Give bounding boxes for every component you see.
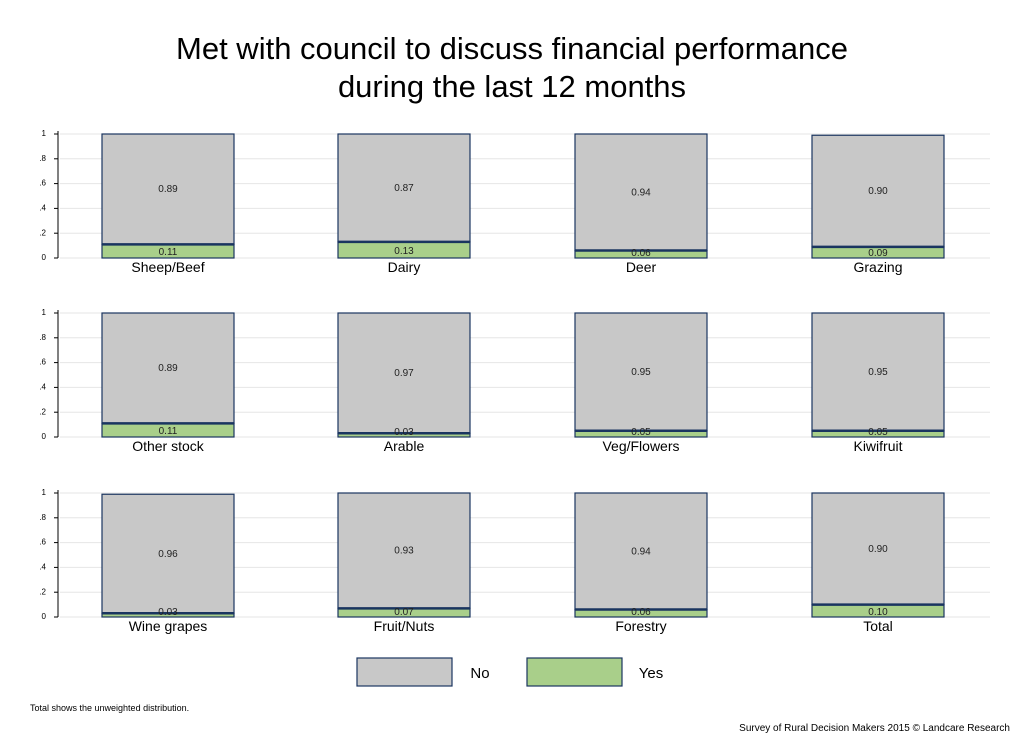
y-tick-label: .8 — [39, 333, 46, 342]
bar-no — [101, 312, 235, 424]
data-label-no: 0.95 — [631, 367, 651, 378]
data-label-no: 0.94 — [631, 546, 651, 557]
y-tick-label: .2 — [39, 587, 46, 596]
bar-no — [101, 493, 235, 614]
bar-no — [101, 133, 235, 245]
footnote: Total shows the unweighted distribution. — [30, 703, 190, 713]
data-label-yes: 0.06 — [631, 607, 651, 618]
y-tick-label: .4 — [39, 204, 46, 213]
y-tick-label: 0 — [42, 612, 47, 621]
panel-label: Veg/Flowers — [602, 438, 679, 454]
bar-no — [574, 312, 708, 432]
data-label-no: 0.95 — [868, 367, 888, 378]
data-label-yes: 0.06 — [631, 248, 651, 259]
source-credit: Survey of Rural Decision Makers 2015 © L… — [739, 723, 1010, 734]
data-label-no: 0.93 — [394, 546, 414, 557]
panel-label: Deer — [626, 259, 657, 275]
data-label-no: 0.97 — [394, 368, 414, 379]
bar-no — [811, 312, 945, 432]
bar-no — [337, 133, 471, 243]
bar-no — [574, 133, 708, 252]
panel-label: Grazing — [853, 259, 902, 275]
panel-label: Arable — [384, 438, 425, 454]
panel-label: Other stock — [132, 438, 205, 454]
data-label-yes: 0.05 — [868, 427, 888, 438]
data-label-yes: 0.09 — [868, 248, 888, 259]
y-tick-label: 1 — [42, 129, 47, 138]
y-tick-label: 0 — [42, 432, 47, 441]
data-label-yes: 0.03 — [158, 607, 178, 618]
panel-dairy: 0.87 0.13 Dairy — [337, 133, 471, 275]
data-label-no: 0.87 — [394, 183, 414, 194]
data-label-no: 0.96 — [158, 549, 178, 560]
chart-title-line-1: Met with council to discuss financial pe… — [176, 31, 848, 66]
y-tick-label: .8 — [39, 513, 46, 522]
panel-label: Kiwifruit — [853, 438, 902, 454]
data-label-no: 0.94 — [631, 187, 651, 198]
data-label-yes: 0.11 — [159, 247, 178, 258]
y-tick-label: .6 — [39, 358, 46, 367]
bar-no — [337, 492, 471, 609]
bar-no — [811, 492, 945, 606]
panel-label: Total — [863, 618, 893, 634]
y-tick-label: .2 — [39, 407, 46, 416]
data-label-no: 0.89 — [158, 184, 178, 195]
bar-no — [811, 134, 945, 248]
panel-label: Dairy — [388, 259, 421, 275]
data-label-yes: 0.13 — [394, 246, 414, 257]
y-tick-label: .8 — [39, 154, 46, 163]
data-label-no: 0.90 — [868, 186, 888, 197]
data-label-yes: 0.11 — [159, 426, 178, 437]
bar-no — [337, 312, 471, 434]
y-tick-label: .4 — [39, 383, 46, 392]
y-tick-label: 1 — [42, 488, 47, 497]
data-label-no: 0.89 — [158, 363, 178, 374]
chart-title: Met with council to discuss financial pe… — [0, 30, 1024, 106]
panel-label: Forestry — [615, 618, 666, 634]
data-label-yes: 0.03 — [394, 427, 414, 438]
legend-swatch-yes — [526, 657, 623, 687]
data-label-yes: 0.07 — [394, 607, 414, 618]
y-tick-label: 1 — [42, 308, 47, 317]
y-tick-label: 0 — [42, 253, 47, 262]
panel-label: Fruit/Nuts — [374, 618, 435, 634]
data-label-no: 0.90 — [868, 544, 888, 555]
legend: No Yes — [356, 657, 663, 687]
legend-label-yes: Yes — [639, 665, 663, 682]
legend-label-no: No — [470, 665, 489, 682]
panel-label: Sheep/Beef — [131, 259, 204, 275]
legend-swatch-no — [356, 657, 453, 687]
y-tick-label: .6 — [39, 179, 46, 188]
chart-title-line-2: during the last 12 months — [337, 69, 687, 104]
y-tick-label: .2 — [39, 228, 46, 237]
data-label-yes: 0.05 — [631, 427, 651, 438]
y-tick-label: .6 — [39, 538, 46, 547]
panel-label: Wine grapes — [129, 618, 208, 634]
y-tick-label: .4 — [39, 563, 46, 572]
data-label-yes: 0.10 — [868, 607, 888, 618]
